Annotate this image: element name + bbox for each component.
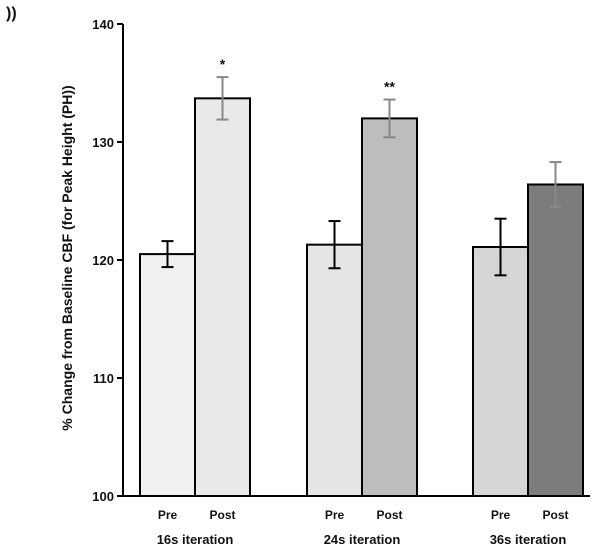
bar <box>361 117 418 498</box>
bar <box>527 183 584 497</box>
panel-mark: )) <box>6 5 17 22</box>
bar <box>194 97 251 497</box>
bar <box>139 253 196 497</box>
bar <box>306 243 363 497</box>
y-tick-label: 100 <box>92 489 114 504</box>
significance-marker: * <box>220 56 226 72</box>
category-label: Pre <box>325 508 345 522</box>
significance-marker: ** <box>384 79 395 95</box>
bars <box>139 76 584 498</box>
labels: 100 110 120 130 140 Pre * Post 16s iteration Pre *… <box>92 17 568 547</box>
y-tick-label: 120 <box>92 253 114 268</box>
category-label: Pre <box>158 508 178 522</box>
y-tick-label: 140 <box>92 17 114 32</box>
y-tick-label: 130 <box>92 135 114 150</box>
group-label: 36s iteration <box>490 532 567 547</box>
category-label: Post <box>542 508 568 522</box>
category-label: Pre <box>491 508 511 522</box>
category-label: Post <box>209 508 235 522</box>
y-axis-label: % Change from Baseline CBF (for Peak Hei… <box>59 85 75 430</box>
group-label: 16s iteration <box>157 532 234 547</box>
category-label: Post <box>376 508 402 522</box>
bar <box>472 246 529 497</box>
group-label: 24s iteration <box>324 532 401 547</box>
y-tick-label: 110 <box>93 371 114 386</box>
